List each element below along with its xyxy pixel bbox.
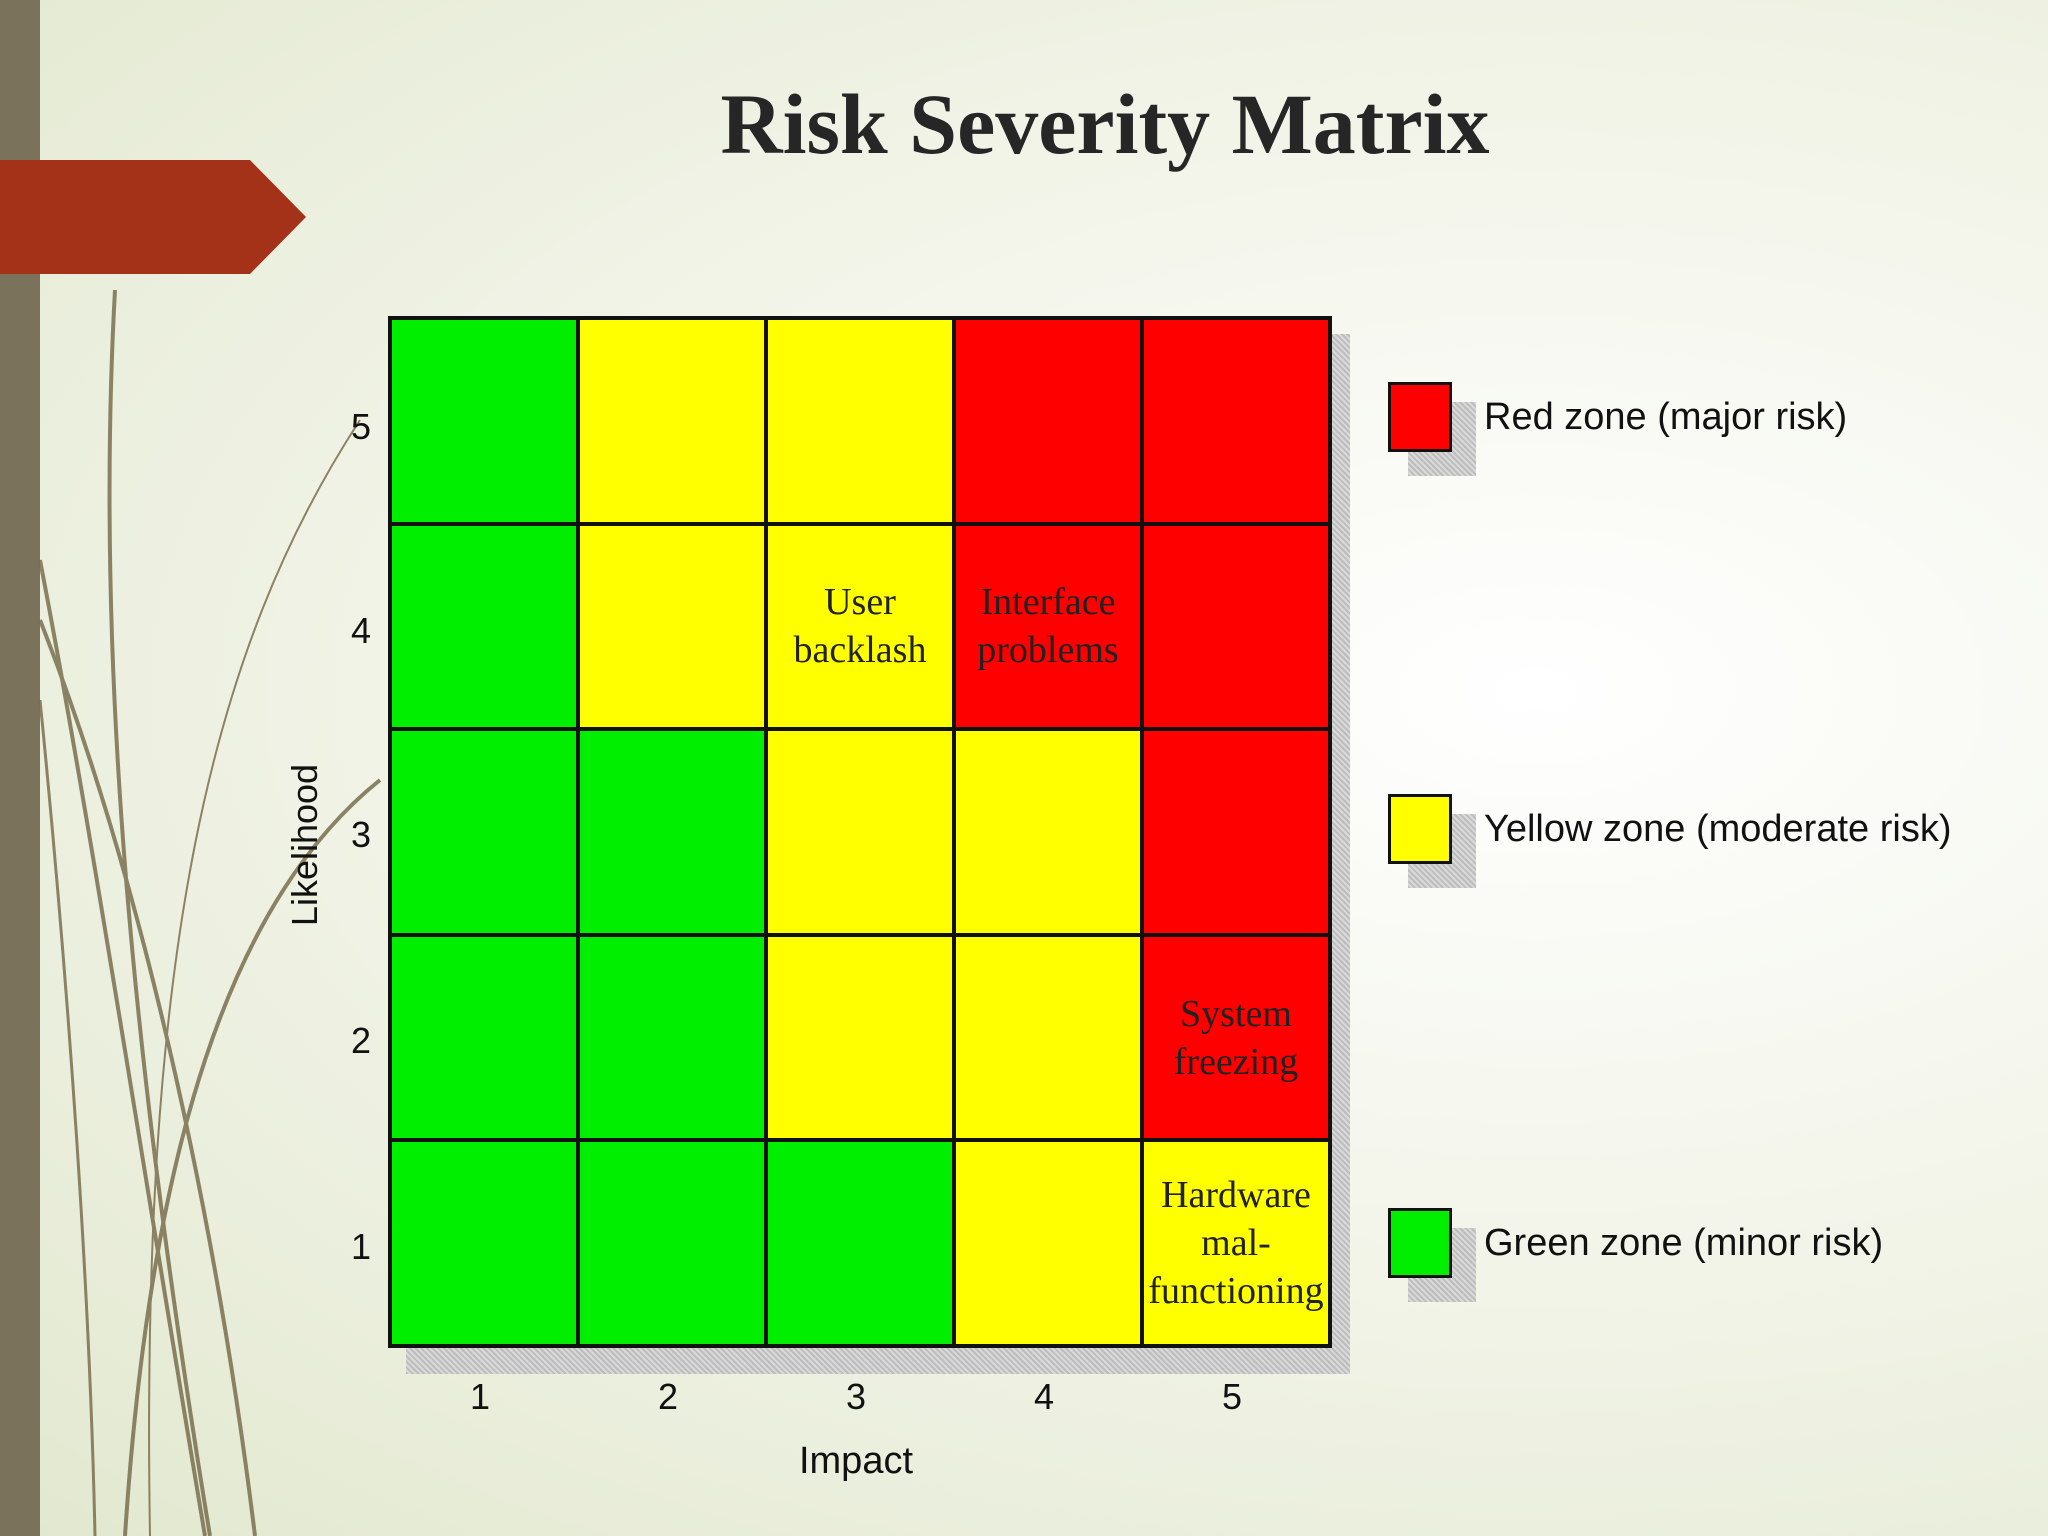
x-axis-label: Impact (798, 1440, 914, 1482)
matrix-cell (768, 936, 952, 1139)
matrix-cell (956, 936, 1140, 1139)
decorative-curves (38, 289, 382, 1536)
legend-swatch-red (1388, 382, 1452, 452)
matrix-cell (1144, 525, 1328, 728)
matrix-cell (768, 320, 952, 522)
matrix-cell (580, 1142, 764, 1344)
matrix-cell (580, 731, 764, 933)
matrix-cell (956, 1142, 1140, 1344)
matrix-cell (580, 936, 764, 1139)
matrix-cell (768, 1142, 952, 1344)
y-axis-label: Likelihood (284, 763, 325, 927)
y-tick-4: 4 (350, 610, 372, 651)
legend-swatch-green (1388, 1208, 1452, 1278)
matrix-cell (392, 320, 576, 522)
x-tick-2: 2 (657, 1376, 679, 1417)
x-tick-1: 1 (469, 1376, 491, 1417)
slide-title: Risk Severity Matrix (720, 76, 1490, 172)
x-tick-3: 3 (845, 1376, 867, 1417)
matrix-cell: System freezing (1144, 936, 1328, 1139)
matrix-cell (1144, 731, 1328, 933)
matrix-cell: User backlash (768, 525, 952, 728)
legend-swatch-yellow (1388, 794, 1452, 864)
y-tick-1: 1 (350, 1226, 372, 1267)
legend-label-yellow: Yellow zone (moderate risk) (1484, 808, 1952, 850)
matrix-cell (392, 936, 576, 1139)
risk-matrix-grid: User backlash Interface problems System fr… (388, 316, 1332, 1348)
title-arrow-shape (0, 160, 306, 274)
legend-label-green: Green zone (minor risk) (1484, 1222, 1884, 1264)
matrix-cell (956, 320, 1140, 522)
y-tick-3: 3 (350, 814, 372, 855)
matrix-cell (392, 731, 576, 933)
x-tick-5: 5 (1221, 1376, 1243, 1417)
matrix-cell (580, 320, 764, 522)
matrix-cell (768, 731, 952, 933)
matrix-cell (956, 731, 1140, 933)
y-tick-2: 2 (350, 1020, 372, 1061)
matrix-cell (392, 525, 576, 728)
x-tick-4: 4 (1033, 1376, 1055, 1417)
matrix-cell: Interface problems (956, 525, 1140, 728)
y-tick-5: 5 (350, 406, 372, 447)
matrix-cell: Hardware mal- functioning (1144, 1142, 1328, 1344)
matrix-cell (580, 525, 764, 728)
matrix-cell (1144, 320, 1328, 522)
matrix-cell (392, 1142, 576, 1344)
legend-label-red: Red zone (major risk) (1484, 396, 1848, 438)
